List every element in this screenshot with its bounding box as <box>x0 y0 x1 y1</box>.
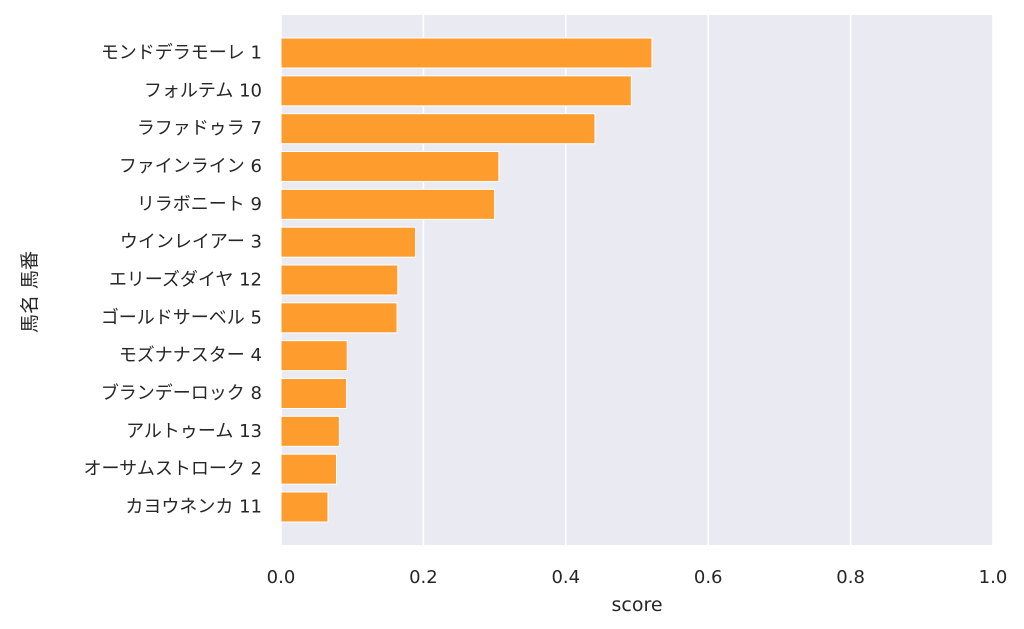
category-label: アルトゥーム 13 <box>126 421 262 442</box>
x-tick-label: 0.8 <box>836 567 865 588</box>
bar <box>280 340 348 372</box>
bar <box>280 453 338 485</box>
x-tick-label: 0.2 <box>409 567 438 588</box>
y-axis-title: 馬名 馬番 <box>19 251 41 333</box>
category-label: ゴールドサーベル 5 <box>101 307 262 328</box>
x-tick-labels: 0.0 0.2 0.4 0.6 0.8 1.0 <box>267 567 1008 588</box>
bar <box>280 37 653 69</box>
x-tick-label: 0.0 <box>267 567 296 588</box>
bar <box>280 75 632 107</box>
category-label: ファインライン 6 <box>119 156 262 177</box>
category-label: モンドデラモーレ 1 <box>101 43 262 64</box>
category-label: ラファドゥラ 7 <box>137 118 262 139</box>
category-label: カヨウネンカ 11 <box>125 497 262 518</box>
bar <box>280 302 398 334</box>
category-label: リラボニート 9 <box>137 194 262 215</box>
bars <box>280 37 653 523</box>
x-axis-title: score <box>611 594 662 616</box>
category-label: ブランデーロック 8 <box>101 382 262 404</box>
bar <box>280 415 340 447</box>
bar <box>280 491 329 523</box>
bar <box>280 226 417 258</box>
category-labels: モンドデラモーレ 1 フォルテム 10 ラファドゥラ 7 ファインライン 6 リラボニー… <box>84 43 262 518</box>
bar <box>280 378 348 409</box>
category-label: モズナナスター 4 <box>119 345 262 366</box>
category-label: ウインレイアー 3 <box>120 232 262 253</box>
category-label: フォルテム 10 <box>144 80 262 101</box>
category-label: エリーズダイヤ 12 <box>109 270 262 291</box>
bar <box>280 188 496 220</box>
bar <box>280 151 500 182</box>
x-tick-label: 0.6 <box>694 567 723 588</box>
x-tick-label: 1.0 <box>979 567 1008 588</box>
category-label: オーサムストローク 2 <box>84 459 262 480</box>
bar <box>280 264 399 296</box>
bar <box>280 113 596 145</box>
x-tick-label: 0.4 <box>551 567 580 588</box>
